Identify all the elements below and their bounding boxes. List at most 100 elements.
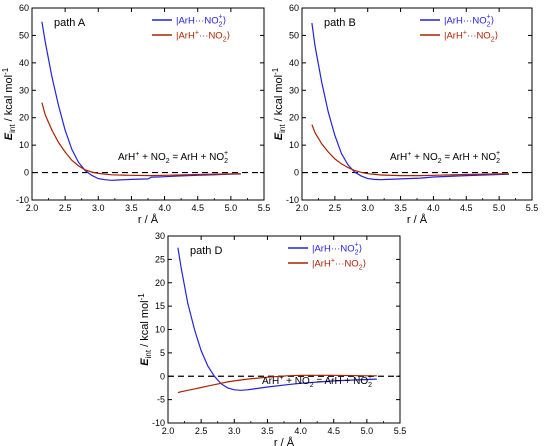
annotation-rhs-charge: + — [496, 150, 500, 157]
y-axis-label-subscript: int — [144, 349, 153, 358]
annotation-rhs: ArH + NO — [325, 376, 369, 387]
x-tick-label: 2.5 — [59, 203, 72, 213]
annotation-rhs-charge: + — [224, 150, 228, 157]
reaction-annotation: ArH+ + NO2 = ArH + NO2+ — [390, 150, 500, 165]
legend-ket: ⟩ — [227, 31, 231, 42]
x-tick-label: 3.0 — [361, 203, 374, 213]
legend-ket: ⟩ — [359, 244, 363, 255]
y-tick-label: 25 — [155, 254, 165, 264]
x-tick-label: 4.0 — [294, 426, 307, 436]
annotation-lhs-charge: + — [135, 151, 139, 158]
y-tick-label: 10 — [19, 140, 29, 150]
legend-dots: ··· — [331, 244, 341, 255]
y-tick-label: 60 — [289, 3, 299, 13]
legend-species-a: ArH — [314, 259, 331, 270]
x-tick-label: 4.5 — [460, 203, 473, 213]
panel-2: 2.0 2.5 3.0 3.5 4.0 4.5 5.0 5.5 -10 0 10 20 30 40 50 60… — [271, 3, 538, 226]
y-tick-label: 15 — [155, 301, 165, 311]
legend-species-b: NO — [344, 259, 358, 270]
legend-entry-2: |ArH+···NO2⟩ — [444, 30, 499, 44]
annotation-lhs-no: + NO — [139, 152, 166, 163]
legend-species-b-charge: + — [487, 14, 491, 21]
panel-1: 2.0 2.5 3.0 3.5 4.0 4.5 5.0 5.5 -10 0 10 20 30 40 50 60… — [1, 3, 270, 226]
annotation-lhs-species: ArH — [118, 152, 135, 163]
x-tick-label: 4.0 — [427, 203, 440, 213]
series-line-1 — [41, 21, 241, 181]
y-tick-label: 40 — [19, 58, 29, 68]
legend-species-a: ArH — [178, 16, 195, 27]
legend-entry-1: |ArH···NO2+⟩ — [176, 14, 227, 29]
y-tick-label: 0 — [24, 168, 29, 178]
y-tick-label: 0 — [294, 168, 299, 178]
x-tick-label: 3.5 — [125, 203, 138, 213]
y-tick-label: 30 — [155, 231, 165, 241]
legend-bra: | — [176, 16, 178, 27]
series-line-1 — [177, 247, 377, 391]
legend-species-a-charge: + — [195, 30, 199, 37]
x-tick-label: 5.0 — [225, 203, 238, 213]
x-axis-label: r / Å — [138, 213, 159, 226]
y-axis-label-subscript: int — [278, 124, 287, 133]
annotation-rhs: ArH + NO — [453, 152, 497, 163]
annotation-rhs-subscript: 2 — [224, 158, 228, 165]
series-line-2 — [311, 124, 510, 177]
y-axis-label: Eint / kcal mol-1 — [271, 67, 287, 140]
legend-ket: ⟩ — [363, 259, 367, 270]
legend-bra: | — [312, 259, 314, 270]
legend-dots: ··· — [335, 259, 345, 270]
annotation-lhs-species: ArH — [262, 376, 279, 387]
x-axis-label: r / Å — [407, 213, 428, 226]
annotation-lhs-no: + NO — [283, 376, 310, 387]
legend-species-b-subscript: 2 — [359, 265, 363, 272]
legend-entry-1: |ArH···NO2+⟩ — [312, 242, 363, 257]
panel-title: path A — [54, 17, 86, 29]
legend-species-b: NO — [476, 31, 490, 42]
x-tick-label: 3.0 — [228, 426, 241, 436]
legend-dots: ··· — [467, 31, 477, 42]
y-axis-label-symbol: E — [3, 132, 15, 140]
legend-species-b-charge: + — [355, 242, 359, 249]
y-tick-label: -10 — [16, 195, 29, 205]
x-axis-label: r / Å — [274, 436, 295, 446]
reaction-annotation: ArH+ + NO2 = ArH + NO2+ — [118, 150, 228, 165]
legend-species-b-subscript: 2 — [223, 37, 227, 44]
legend-entry-1: |ArH···NO2+⟩ — [444, 14, 495, 29]
legend-dots: ··· — [199, 31, 209, 42]
x-tick-label: 5.5 — [394, 426, 407, 436]
y-tick-label: 20 — [19, 113, 29, 123]
x-tick-label: 5.0 — [361, 426, 374, 436]
annotation-equals: = — [170, 152, 181, 163]
y-tick-label: 50 — [289, 30, 299, 40]
x-tick-label: 3.5 — [394, 203, 407, 213]
legend-species-b-subscript: 2 — [355, 250, 359, 257]
legend-species-b: NO — [208, 31, 222, 42]
y-tick-label: 20 — [289, 113, 299, 123]
y-tick-label: 10 — [289, 140, 299, 150]
x-tick-label: 2.0 — [162, 426, 175, 436]
legend-dots: ··· — [195, 16, 205, 27]
series-line-2 — [41, 102, 241, 177]
annotation-rhs: ArH + NO — [181, 152, 225, 163]
panel-title: path D — [190, 245, 222, 257]
annotation-lhs-subscript: 2 — [310, 382, 314, 389]
x-tick-label: 5.5 — [258, 203, 271, 213]
annotation-lhs-charge: + — [407, 151, 411, 158]
legend-species-a: ArH — [446, 31, 463, 42]
y-tick-label: 60 — [19, 3, 29, 13]
y-axis-label-symbol: E — [139, 358, 151, 366]
x-tick-label: 4.5 — [327, 426, 340, 436]
legend-species-a: ArH — [314, 244, 331, 255]
panel-title: path B — [324, 17, 356, 29]
series-line-1 — [311, 23, 510, 181]
y-axis-label-superscript: -1 — [1, 67, 10, 75]
reaction-annotation: ArH+ + NO2 = ArH + NO2+ — [262, 374, 372, 389]
series-line-2 — [177, 374, 377, 394]
y-axis-label-superscript: -1 — [137, 293, 146, 301]
legend-bra: | — [444, 16, 446, 27]
annotation-lhs-no: + NO — [411, 152, 438, 163]
y-axis-label-units: / kcal mol — [3, 75, 15, 125]
y-tick-label: -10 — [286, 195, 299, 205]
legend-species-a: ArH — [446, 16, 463, 27]
legend-species-b: NO — [472, 16, 486, 27]
